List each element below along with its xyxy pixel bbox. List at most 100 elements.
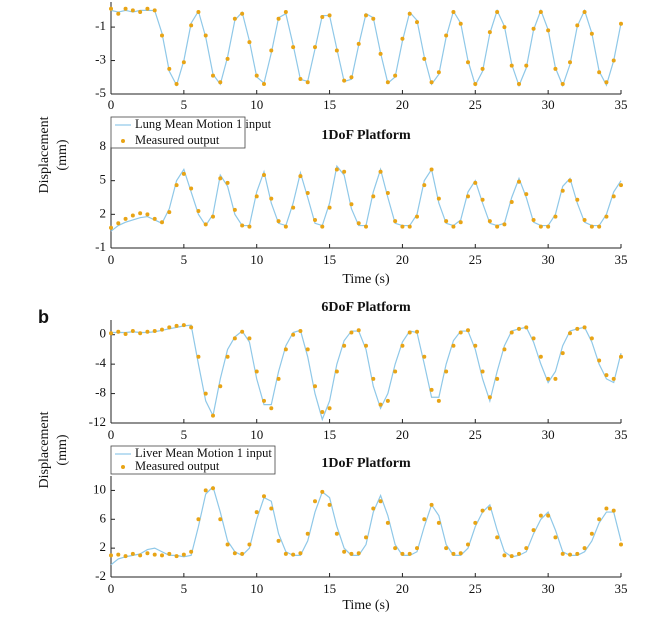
output-point (400, 343, 405, 348)
output-point (320, 489, 325, 494)
output-point (262, 398, 266, 403)
output-point (604, 506, 609, 511)
x-tick-label: 30 (542, 427, 555, 442)
output-point (232, 207, 237, 212)
x-tick-label: 35 (615, 97, 628, 112)
x-tick-label: 15 (323, 252, 336, 267)
output-point (568, 331, 572, 336)
x-tick-label: 15 (323, 97, 336, 112)
output-point (487, 395, 492, 400)
output-point (538, 224, 543, 229)
output-point (524, 325, 529, 330)
output-point (436, 196, 441, 201)
output-point (364, 535, 368, 540)
output-point (575, 197, 580, 202)
output-point (232, 336, 237, 341)
x-tick-label: 15 (323, 581, 336, 596)
output-point (524, 192, 529, 197)
output-point (393, 219, 398, 224)
x-tick-label: 0 (108, 97, 115, 112)
output-point (218, 384, 223, 389)
output-point (517, 81, 521, 86)
output-point (451, 343, 456, 348)
output-point (167, 66, 172, 71)
output-point (495, 535, 500, 540)
output-point (393, 369, 398, 374)
input-line (110, 8, 622, 88)
output-point (385, 520, 390, 525)
output-point (451, 551, 456, 556)
output-point (480, 197, 485, 202)
output-point (152, 216, 157, 221)
x-tick-label: 30 (542, 252, 555, 267)
output-point (196, 10, 201, 15)
output-point (313, 45, 317, 50)
output-point (371, 194, 376, 199)
y-tick-label: 6 (100, 510, 107, 525)
output-point (458, 21, 463, 26)
output-point (509, 63, 514, 68)
output-point (225, 542, 230, 547)
output-point (298, 329, 303, 334)
y-tick-label: 5 (100, 172, 107, 187)
x-tick-label: 35 (615, 427, 628, 442)
legend-marker (121, 465, 125, 469)
output-point (356, 551, 361, 556)
x-axis-label: Time (s) (342, 272, 390, 287)
output-point (473, 81, 478, 86)
output-point (429, 502, 434, 507)
output-point (356, 328, 361, 333)
y-axis-label: Displacement (37, 411, 52, 488)
output-point (466, 542, 470, 547)
output-point (473, 520, 478, 525)
output-point (189, 325, 194, 330)
output-point (611, 194, 616, 199)
output-point (313, 499, 317, 504)
output-point (334, 167, 339, 172)
output-point (393, 73, 398, 78)
output-point (254, 510, 259, 515)
output-point (334, 531, 339, 536)
output-point (568, 552, 572, 557)
output-point (502, 222, 507, 227)
output-point (247, 336, 252, 341)
output-point (218, 176, 223, 181)
x-tick-label: 0 (108, 427, 115, 442)
legend-label: Measured output (135, 133, 220, 147)
output-point (531, 336, 536, 341)
legend-marker (121, 139, 125, 143)
output-point (553, 66, 558, 71)
y-tick-label: 8 (100, 138, 107, 153)
output-point (538, 354, 543, 359)
input-line (111, 324, 622, 422)
output-point (378, 499, 383, 504)
output-point (349, 75, 354, 80)
output-point (385, 80, 390, 85)
output-point (589, 336, 594, 341)
output-point (189, 549, 194, 554)
output-point (298, 76, 303, 81)
legend-box (110, 445, 276, 475)
output-point (349, 551, 354, 556)
x-tick-label: 10 (250, 581, 263, 596)
output-point (589, 31, 594, 36)
output-point (604, 373, 609, 378)
output-point (546, 513, 551, 518)
output-point (291, 205, 296, 210)
output-point (138, 331, 143, 336)
output-point (385, 398, 390, 403)
output-point (531, 528, 536, 533)
output-point (283, 224, 288, 229)
output-point (240, 329, 245, 334)
output-point (123, 216, 128, 221)
x-tick-label: 0 (108, 252, 115, 267)
output-point (458, 330, 463, 335)
output-point (415, 546, 419, 551)
output-point (466, 328, 470, 333)
y-tick-label: -3 (95, 52, 106, 67)
y-tick-label: 2 (100, 205, 107, 220)
output-point (524, 546, 529, 551)
output-point (225, 180, 230, 185)
output-point (451, 10, 456, 15)
